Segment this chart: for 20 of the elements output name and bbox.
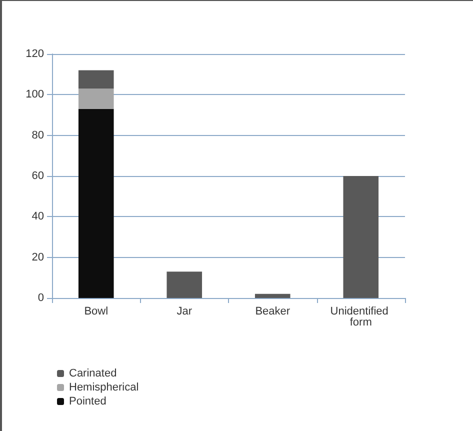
bar	[78, 70, 114, 89]
x-tick-label: Jar	[176, 306, 192, 318]
bar	[254, 294, 290, 298]
bar	[166, 272, 202, 298]
legend-label: Carinated	[69, 368, 117, 380]
bar	[78, 88, 114, 109]
y-tick-label: 100	[26, 88, 44, 101]
x-tick-label: Beaker	[255, 306, 290, 318]
legend-label: Hemispherical	[69, 382, 139, 394]
y-tick-label: 20	[32, 251, 44, 264]
legend-label: Pointed	[69, 396, 106, 408]
y-tick-label: 60	[32, 170, 44, 182]
x-tick-label: Bowl	[84, 306, 108, 318]
x-tick-label: Unidentified form	[330, 306, 392, 328]
y-tick-label: 80	[32, 129, 44, 142]
y-tick-label: 120	[26, 48, 44, 60]
bar	[78, 108, 114, 298]
y-tick-label: 40	[32, 210, 44, 223]
y-tick-label: 0	[38, 292, 44, 304]
bar	[343, 176, 379, 298]
